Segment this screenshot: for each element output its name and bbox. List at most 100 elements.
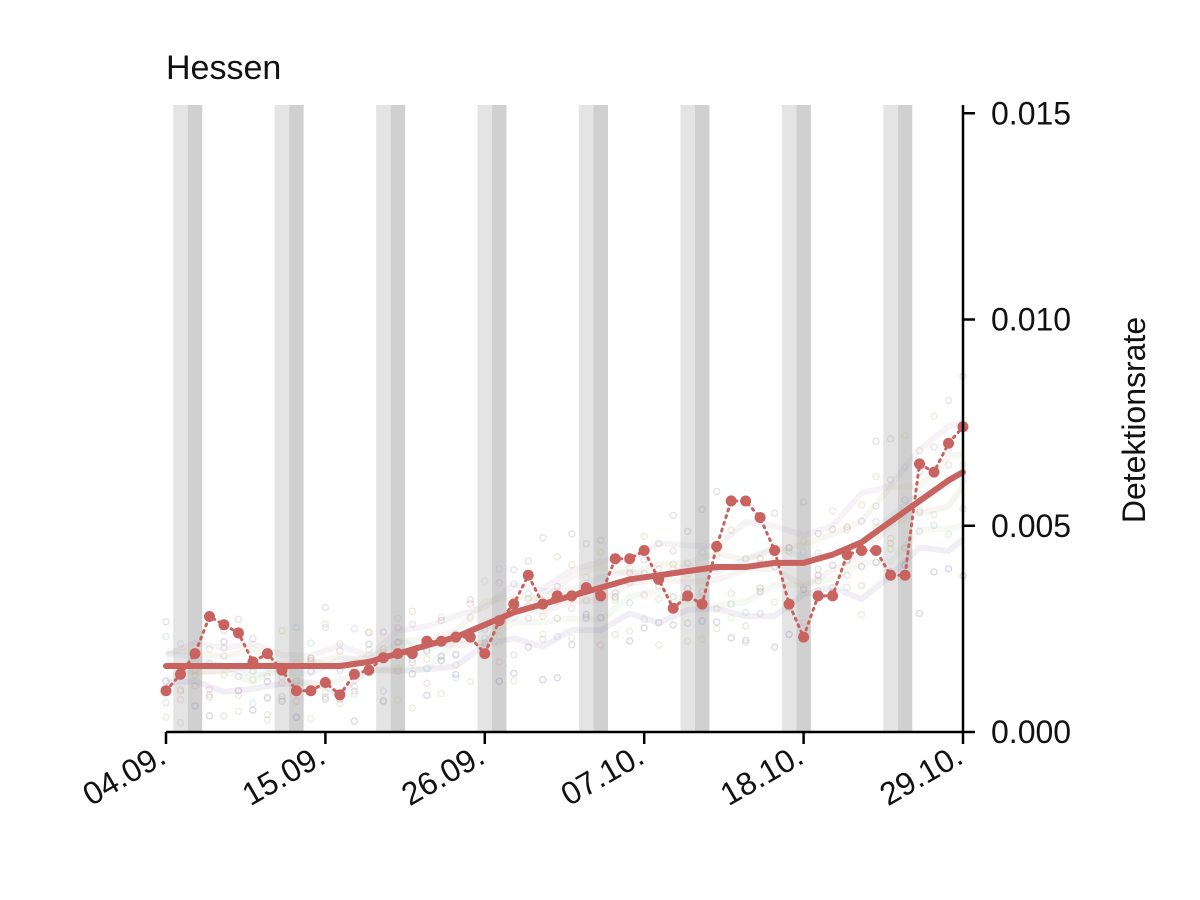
background-point: [756, 554, 764, 563]
y-tick-label: 0.015: [991, 95, 1071, 131]
data-point: [870, 545, 882, 556]
weekend-band: [694, 105, 710, 732]
background-point: [553, 614, 562, 623]
background-point: [582, 615, 590, 623]
background-point: [669, 621, 677, 629]
data-point: [551, 590, 563, 602]
background-point: [582, 573, 590, 582]
background-point: [234, 691, 243, 700]
background-point: [901, 463, 909, 471]
background-point: [379, 698, 388, 707]
background-point: [466, 600, 475, 608]
data-point: [218, 619, 230, 631]
data-point: [406, 648, 418, 660]
background-point: [510, 566, 518, 574]
background-point: [336, 647, 344, 655]
background-point: [799, 585, 808, 594]
background-point: [408, 670, 417, 678]
background-point: [712, 487, 721, 496]
background-trend-line: [164, 419, 964, 660]
background-point: [582, 613, 590, 622]
background-point: [162, 677, 170, 685]
background-point: [379, 687, 388, 695]
background-point: [553, 674, 562, 682]
background-point: [799, 618, 808, 627]
background-point: [350, 682, 359, 691]
background-point: [539, 675, 547, 684]
background-point: [292, 713, 301, 721]
background-point: [263, 711, 272, 719]
data-point: [696, 598, 708, 610]
background-point: [799, 589, 808, 597]
background-point: [205, 711, 214, 720]
background-point: [176, 696, 185, 704]
background-point: [857, 610, 866, 619]
background-point: [495, 565, 504, 573]
background-point: [756, 583, 764, 592]
background-trend-line: [164, 484, 966, 676]
background-point: [249, 635, 257, 643]
data-point: [348, 668, 360, 680]
background-point: [669, 593, 677, 601]
background-point: [307, 715, 315, 723]
data-point: [464, 631, 476, 643]
background-point: [336, 640, 344, 648]
background-point: [683, 527, 692, 536]
background-point: [481, 634, 489, 643]
background-point: [495, 640, 504, 648]
data-point: [566, 590, 578, 602]
data-point: [725, 495, 737, 507]
background-point: [669, 547, 677, 555]
data-point: [856, 545, 868, 556]
x-tick-label: 26.09.: [395, 737, 490, 813]
background-point: [191, 682, 199, 690]
background-point: [350, 687, 359, 695]
background-point: [785, 543, 793, 552]
data-point: [305, 685, 317, 697]
background-point: [365, 645, 373, 654]
background-point: [394, 664, 402, 673]
weekend-band: [187, 105, 203, 732]
background-point: [915, 506, 924, 515]
weekend-band: [492, 105, 507, 732]
background-point: [452, 670, 460, 679]
background-point: [886, 539, 895, 548]
x-tick-label: 07.10.: [555, 737, 650, 813]
background-point: [437, 689, 446, 698]
background-point: [408, 607, 417, 615]
background-point: [292, 677, 301, 686]
background-point: [669, 560, 677, 569]
background-point: [423, 655, 431, 663]
background-point: [814, 576, 822, 585]
weekend-band: [477, 105, 493, 732]
weekend-band: [796, 105, 811, 732]
background-point: [625, 564, 634, 573]
data-point: [189, 648, 201, 660]
background-point: [278, 697, 286, 705]
background-point: [466, 677, 475, 686]
y-axis: 0.000 0.005 0.010 0.015: [961, 95, 1071, 750]
background-point: [698, 505, 706, 514]
background-point: [901, 496, 909, 504]
background-point: [582, 539, 590, 548]
background-point: [915, 527, 924, 535]
background-point: [162, 618, 170, 626]
background-point: [712, 604, 721, 613]
data-point: [609, 553, 621, 565]
background-point: [944, 461, 953, 469]
background-point: [727, 614, 735, 622]
background-point: [220, 652, 228, 660]
data-point: [421, 635, 433, 647]
background-point: [625, 568, 634, 577]
background-point: [321, 688, 330, 697]
data-point: [798, 631, 810, 643]
background-point: [278, 678, 286, 687]
background-point: [539, 612, 547, 621]
background-point: [524, 590, 533, 598]
background-point: [510, 651, 518, 659]
data-point: [914, 458, 926, 470]
background-point: [234, 686, 243, 695]
background-point: [756, 587, 764, 596]
background-point: [567, 560, 576, 569]
